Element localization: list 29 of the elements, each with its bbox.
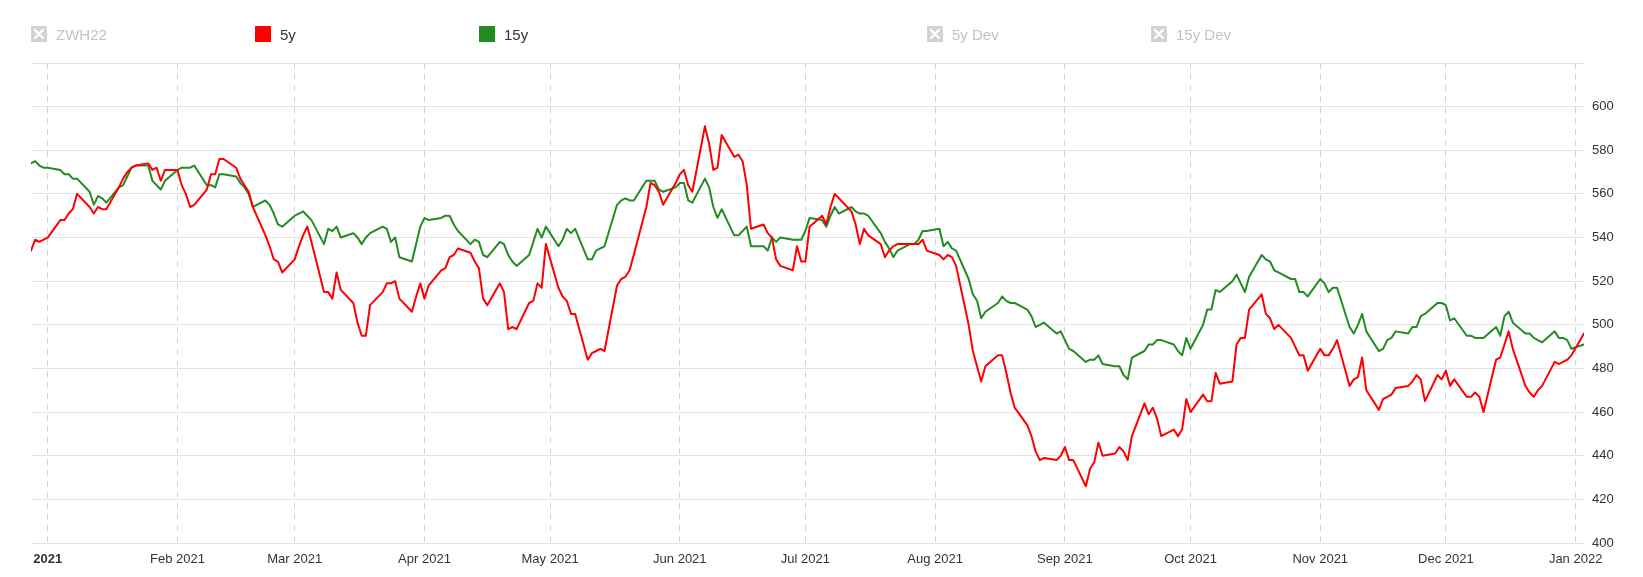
- x-tick-label: Jul 2021: [780, 551, 830, 567]
- x-tick-label: Apr 2021: [398, 551, 451, 567]
- x-tick-label: Sep 2021: [1037, 551, 1093, 567]
- y-tick-label: 460: [1592, 403, 1614, 419]
- x-tick-label: Nov 2021: [1292, 551, 1349, 567]
- x-tick-label: Aug 2021: [907, 551, 964, 567]
- x-tick-label: Jun 2021: [653, 551, 707, 567]
- y-tick-label: 540: [1592, 229, 1614, 245]
- x-tick-label: May 2021: [521, 551, 579, 567]
- x-tick-label: Jan 2022: [1548, 551, 1603, 567]
- y-tick-label: 400: [1592, 534, 1614, 550]
- x-tick-label: Oct 2021: [1164, 551, 1217, 567]
- y-tick-label: 600: [1592, 98, 1614, 114]
- y-tick-label: 420: [1592, 490, 1614, 506]
- x-tick-label: 2021: [33, 551, 63, 567]
- text: ZWH22: [56, 25, 107, 43]
- y-tick-label: 440: [1592, 447, 1614, 463]
- y-tick-label: 580: [1592, 141, 1614, 157]
- legend-label: 5y: [280, 25, 296, 43]
- legend-label: 15y: [504, 25, 529, 43]
- y-tick-label: 560: [1592, 185, 1614, 201]
- y-tick-label: 480: [1592, 360, 1614, 376]
- text: 5y Dev: [952, 25, 999, 43]
- text: 15y Dev: [1176, 25, 1232, 43]
- y-tick-label: 520: [1592, 272, 1614, 288]
- x-tick-label: Dec 2021: [1418, 551, 1474, 567]
- y-tick-label: 500: [1592, 316, 1614, 332]
- x-tick-label: Mar 2021: [267, 551, 323, 567]
- x-tick-label: Feb 2021: [150, 551, 205, 567]
